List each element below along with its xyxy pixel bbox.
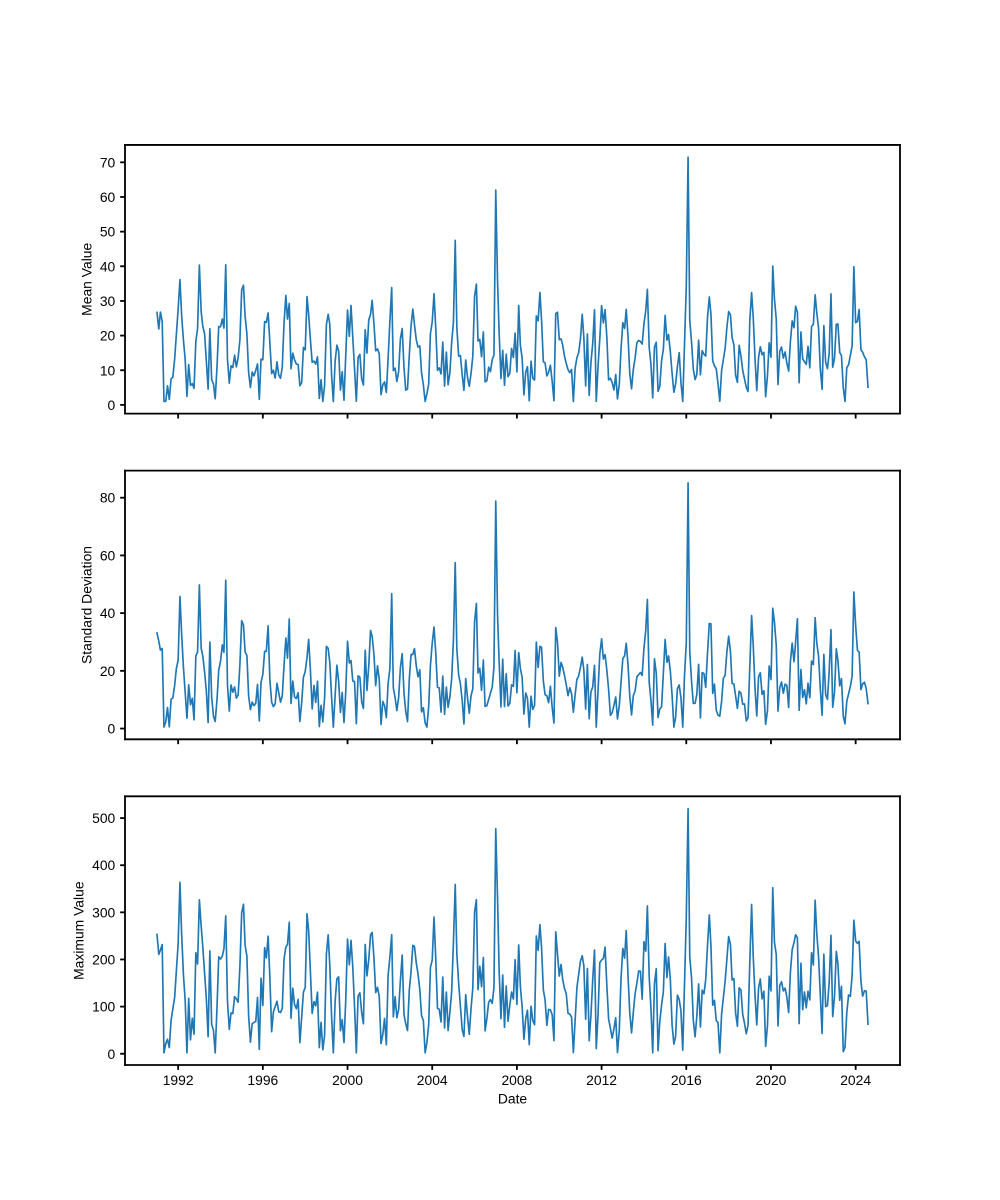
svg-text:500: 500 (92, 810, 115, 826)
svg-text:60: 60 (100, 189, 116, 205)
svg-text:2020: 2020 (756, 1072, 787, 1088)
svg-text:20: 20 (100, 663, 116, 679)
svg-text:50: 50 (100, 224, 116, 240)
svg-text:2012: 2012 (586, 1072, 617, 1088)
svg-text:0: 0 (108, 1046, 116, 1062)
svg-text:10: 10 (100, 362, 116, 378)
svg-text:70: 70 (100, 154, 116, 170)
svg-text:300: 300 (92, 904, 115, 920)
svg-text:Standard Deviation: Standard Deviation (78, 546, 94, 664)
svg-text:80: 80 (100, 490, 116, 506)
svg-text:2024: 2024 (840, 1072, 871, 1088)
svg-text:100: 100 (92, 999, 115, 1015)
svg-text:60: 60 (100, 547, 116, 563)
svg-text:30: 30 (100, 293, 116, 309)
svg-text:2016: 2016 (671, 1072, 702, 1088)
svg-text:Maximum Value: Maximum Value (71, 881, 87, 980)
svg-text:1992: 1992 (163, 1072, 194, 1088)
svg-text:0: 0 (108, 721, 116, 737)
svg-text:40: 40 (100, 258, 116, 274)
svg-text:20: 20 (100, 328, 116, 344)
svg-text:Mean Value: Mean Value (78, 243, 94, 316)
svg-text:400: 400 (92, 857, 115, 873)
svg-text:200: 200 (92, 952, 115, 968)
svg-text:0: 0 (108, 397, 116, 413)
svg-text:40: 40 (100, 605, 116, 621)
svg-text:1996: 1996 (247, 1072, 278, 1088)
svg-text:Date: Date (498, 1090, 528, 1106)
svg-text:2004: 2004 (417, 1072, 448, 1088)
svg-text:2000: 2000 (332, 1072, 363, 1088)
svg-text:2008: 2008 (501, 1072, 532, 1088)
